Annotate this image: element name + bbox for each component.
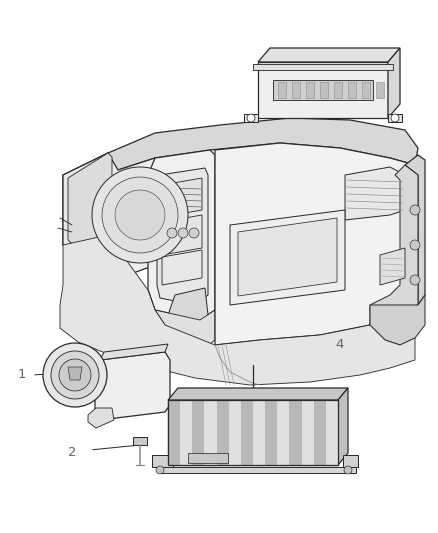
- Text: 4: 4: [336, 338, 344, 351]
- Circle shape: [167, 228, 177, 238]
- Polygon shape: [334, 82, 342, 98]
- Circle shape: [51, 351, 99, 399]
- Polygon shape: [253, 400, 265, 465]
- Polygon shape: [68, 367, 82, 380]
- Polygon shape: [265, 400, 277, 465]
- Polygon shape: [180, 400, 192, 465]
- Polygon shape: [133, 437, 147, 445]
- Polygon shape: [338, 388, 348, 465]
- Polygon shape: [253, 64, 393, 70]
- Circle shape: [410, 275, 420, 285]
- Polygon shape: [168, 400, 180, 465]
- Text: 2: 2: [68, 447, 76, 459]
- Polygon shape: [60, 235, 415, 385]
- Circle shape: [92, 167, 188, 263]
- Polygon shape: [148, 150, 215, 320]
- Polygon shape: [160, 467, 356, 473]
- Polygon shape: [362, 82, 370, 98]
- Polygon shape: [157, 168, 208, 305]
- Polygon shape: [168, 388, 348, 400]
- Polygon shape: [100, 344, 168, 360]
- Text: 3: 3: [388, 49, 396, 61]
- Polygon shape: [380, 248, 405, 285]
- Polygon shape: [229, 400, 241, 465]
- Polygon shape: [63, 153, 155, 278]
- Polygon shape: [88, 408, 114, 428]
- Polygon shape: [258, 48, 400, 62]
- Polygon shape: [162, 250, 202, 285]
- Circle shape: [156, 466, 164, 474]
- Polygon shape: [273, 80, 373, 100]
- Circle shape: [178, 228, 188, 238]
- Polygon shape: [345, 167, 405, 220]
- Circle shape: [410, 205, 420, 215]
- Circle shape: [59, 359, 91, 391]
- Polygon shape: [320, 82, 328, 98]
- Circle shape: [344, 466, 352, 474]
- Polygon shape: [405, 155, 425, 305]
- Polygon shape: [168, 288, 208, 348]
- Polygon shape: [277, 400, 290, 465]
- Circle shape: [247, 114, 255, 122]
- Polygon shape: [192, 400, 205, 465]
- Polygon shape: [241, 400, 253, 465]
- Polygon shape: [168, 400, 338, 465]
- Polygon shape: [370, 295, 425, 345]
- Polygon shape: [292, 82, 300, 98]
- Polygon shape: [215, 143, 418, 345]
- Polygon shape: [388, 114, 402, 122]
- Polygon shape: [326, 400, 338, 465]
- Polygon shape: [108, 118, 418, 170]
- Polygon shape: [258, 62, 388, 118]
- Circle shape: [43, 343, 107, 407]
- Circle shape: [102, 177, 178, 253]
- Polygon shape: [188, 453, 228, 463]
- Polygon shape: [148, 290, 215, 348]
- Polygon shape: [162, 215, 202, 255]
- Polygon shape: [370, 165, 418, 325]
- Polygon shape: [348, 82, 356, 98]
- Polygon shape: [290, 400, 302, 465]
- Polygon shape: [306, 82, 314, 98]
- Polygon shape: [238, 218, 337, 296]
- Polygon shape: [68, 153, 112, 258]
- Polygon shape: [230, 210, 345, 305]
- Polygon shape: [152, 455, 173, 467]
- Text: 1: 1: [18, 368, 26, 382]
- Polygon shape: [376, 82, 384, 98]
- Polygon shape: [314, 400, 326, 465]
- Polygon shape: [88, 252, 108, 295]
- Polygon shape: [95, 352, 170, 420]
- Polygon shape: [302, 400, 314, 465]
- Polygon shape: [216, 400, 229, 465]
- Circle shape: [115, 190, 165, 240]
- Polygon shape: [162, 178, 202, 217]
- Circle shape: [391, 114, 399, 122]
- Polygon shape: [63, 153, 108, 265]
- Polygon shape: [278, 82, 286, 98]
- Polygon shape: [388, 48, 400, 118]
- Circle shape: [410, 240, 420, 250]
- Polygon shape: [343, 455, 358, 467]
- Circle shape: [189, 228, 199, 238]
- Polygon shape: [244, 114, 258, 122]
- Polygon shape: [205, 400, 216, 465]
